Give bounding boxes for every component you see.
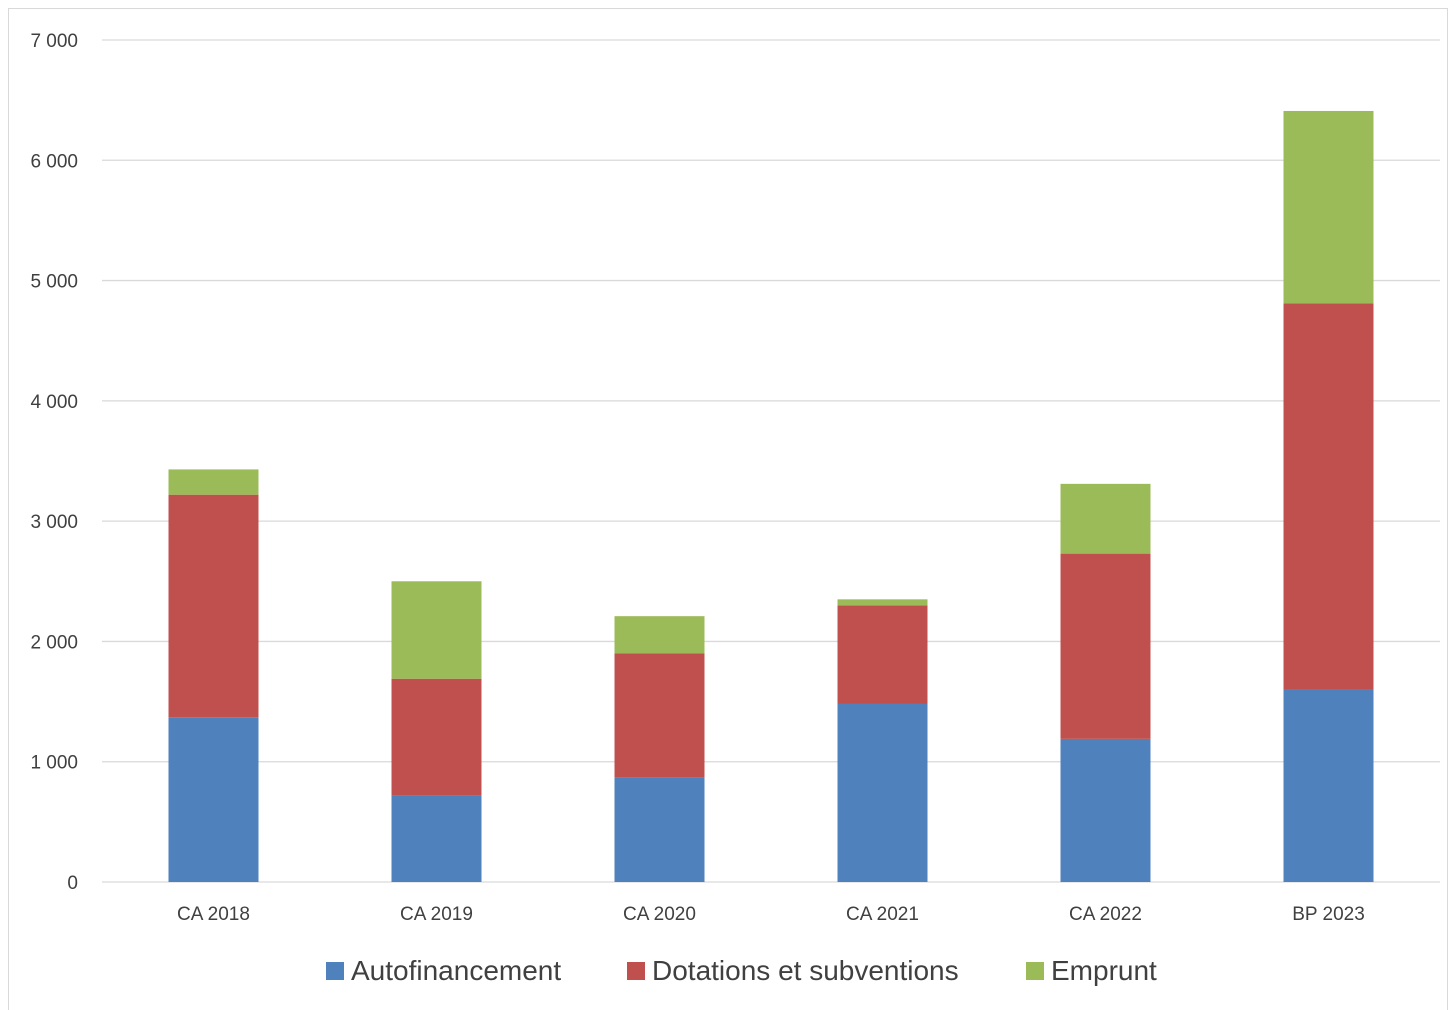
y-tick-label: 4 000 xyxy=(30,392,78,413)
y-tick-label: 3 000 xyxy=(30,512,78,533)
y-axis-tick-labels: 0 1 000 2 000 3 000 4 000 5 000 6 000 7 000 xyxy=(30,31,78,894)
bar-segment xyxy=(1060,553,1151,739)
bar-segment xyxy=(614,777,705,882)
bar-segment xyxy=(391,581,482,679)
y-tick-label: 6 000 xyxy=(30,151,78,172)
y-tick-label: 7 000 xyxy=(30,31,78,52)
x-tick-label: CA 2019 xyxy=(400,904,473,925)
legend-swatch xyxy=(326,962,344,980)
bar-segment xyxy=(614,616,705,654)
bar-segment xyxy=(837,599,928,606)
y-tick-label: 1 000 xyxy=(30,753,78,774)
gridlines xyxy=(102,39,1440,883)
y-tick-label: 2 000 xyxy=(30,632,78,653)
x-tick-label: CA 2021 xyxy=(846,904,919,925)
bar-segment xyxy=(391,795,482,882)
bar-segment xyxy=(391,678,482,796)
bar-segment xyxy=(1283,110,1374,304)
x-axis-tick-labels: CA 2018 CA 2019 CA 2020 CA 2021 CA 2022 BP 20… xyxy=(177,904,1365,925)
bar-segment xyxy=(1283,303,1374,690)
x-tick-label: CA 2022 xyxy=(1069,904,1142,925)
bar-segment xyxy=(1060,738,1151,882)
bar-segment xyxy=(1283,689,1374,882)
y-tick-label: 5 000 xyxy=(30,272,78,293)
legend-label: Emprunt xyxy=(1051,955,1157,986)
bar-segment xyxy=(837,605,928,704)
bar-segment xyxy=(168,469,259,495)
bars xyxy=(168,110,1374,882)
bar-segment xyxy=(168,717,259,882)
legend-swatch xyxy=(627,962,645,980)
bar-segment xyxy=(1060,483,1151,554)
legend-label: Dotations et subventions xyxy=(652,955,959,986)
x-tick-label: BP 2023 xyxy=(1292,904,1365,925)
bar-segment xyxy=(168,494,259,718)
y-tick-label: 0 xyxy=(67,873,78,894)
legend: Autofinancement Dotations et subventions E… xyxy=(326,955,1157,986)
legend-swatch xyxy=(1026,962,1044,980)
x-tick-label: CA 2020 xyxy=(623,904,696,925)
legend-label: Autofinancement xyxy=(351,955,561,986)
chart-frame xyxy=(8,8,1448,1010)
bar-segment xyxy=(837,703,928,882)
bar-segment xyxy=(614,653,705,778)
x-tick-label: CA 2018 xyxy=(177,904,250,925)
